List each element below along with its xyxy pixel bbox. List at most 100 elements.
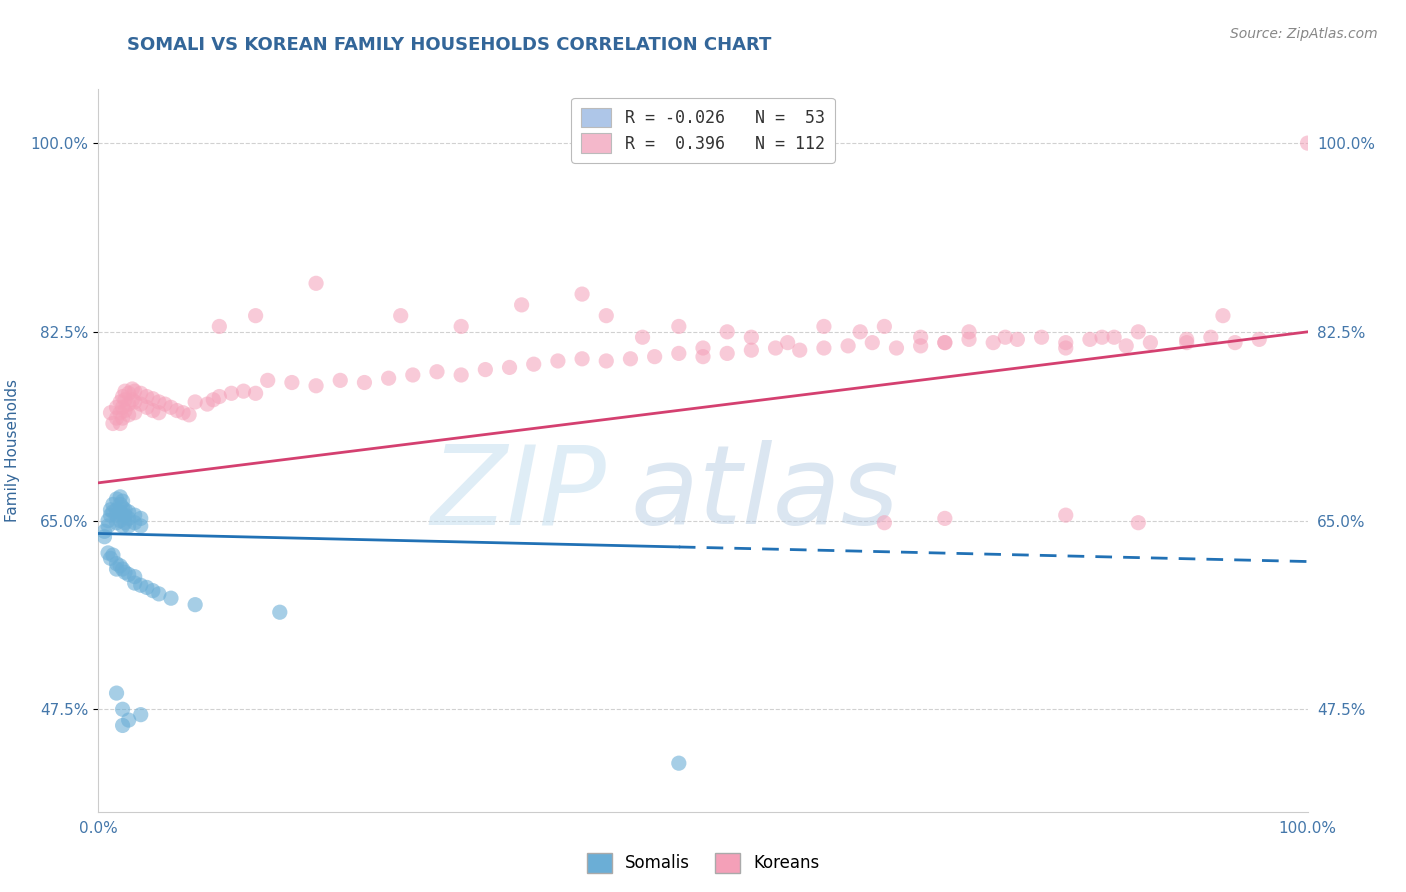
Point: [118, 511, 141, 525]
Point: [377, 371, 399, 385]
Point: [1128, 516, 1150, 530]
Text: ZIP: ZIP: [430, 441, 606, 548]
Point: [118, 408, 141, 422]
Point: [101, 417, 124, 431]
Point: [692, 341, 714, 355]
Point: [111, 494, 134, 508]
Point: [105, 411, 128, 425]
Point: [1054, 335, 1077, 350]
Point: [873, 516, 896, 530]
Point: [124, 406, 146, 420]
Point: [934, 335, 956, 350]
Point: [118, 567, 141, 582]
Point: [692, 350, 714, 364]
Point: [245, 386, 267, 401]
Point: [1212, 309, 1234, 323]
Point: [111, 718, 134, 732]
Point: [148, 587, 170, 601]
Point: [934, 511, 956, 525]
Point: [1102, 330, 1125, 344]
Point: [142, 392, 165, 406]
Point: [105, 516, 128, 530]
Point: [245, 309, 267, 323]
Point: [118, 713, 141, 727]
Point: [172, 406, 194, 420]
Point: [668, 756, 690, 771]
Point: [184, 395, 207, 409]
Point: [329, 373, 352, 387]
Point: [450, 368, 472, 382]
Point: [523, 357, 546, 371]
Point: [232, 384, 254, 399]
Point: [1199, 330, 1222, 344]
Point: [1139, 335, 1161, 350]
Point: [166, 403, 188, 417]
Point: [1175, 335, 1198, 350]
Point: [118, 386, 141, 401]
Point: [101, 548, 124, 562]
Point: [105, 508, 128, 523]
Point: [221, 386, 243, 401]
Point: [111, 508, 134, 523]
Point: [129, 386, 152, 401]
Point: [105, 502, 128, 516]
Point: [547, 354, 569, 368]
Point: [981, 335, 1004, 350]
Point: [124, 384, 146, 399]
Point: [118, 505, 141, 519]
Point: [148, 395, 170, 409]
Point: [208, 319, 231, 334]
Point: [114, 502, 136, 516]
Point: [1296, 136, 1319, 150]
Point: [124, 395, 146, 409]
Point: [100, 406, 122, 420]
Point: [93, 530, 115, 544]
Point: [1054, 341, 1077, 355]
Point: [498, 360, 520, 375]
Point: [571, 351, 593, 366]
Point: [129, 707, 152, 722]
Point: [111, 401, 134, 415]
Point: [118, 519, 141, 533]
Point: [668, 346, 690, 360]
Point: [108, 505, 131, 519]
Point: [644, 350, 666, 364]
Point: [860, 335, 883, 350]
Text: atlas: atlas: [630, 441, 898, 548]
Point: [281, 376, 304, 390]
Point: [631, 330, 654, 344]
Point: [510, 298, 533, 312]
Point: [142, 403, 165, 417]
Point: [813, 319, 835, 334]
Point: [402, 368, 425, 382]
Point: [108, 395, 131, 409]
Point: [108, 497, 131, 511]
Point: [160, 591, 183, 606]
Point: [353, 376, 375, 390]
Point: [121, 382, 143, 396]
Point: [118, 397, 141, 411]
Point: [994, 330, 1017, 344]
Point: [813, 341, 835, 355]
Point: [160, 401, 183, 415]
Point: [595, 354, 617, 368]
Point: [114, 403, 136, 417]
Point: [114, 508, 136, 523]
Point: [129, 397, 152, 411]
Point: [105, 686, 128, 700]
Legend: Somalis, Koreans: Somalis, Koreans: [579, 847, 827, 880]
Point: [100, 551, 122, 566]
Point: [1128, 325, 1150, 339]
Point: [957, 325, 980, 339]
Point: [269, 605, 291, 619]
Point: [1054, 508, 1077, 523]
Point: [108, 417, 131, 431]
Point: [789, 343, 811, 358]
Legend: R = -0.026   N =  53, R =  0.396   N = 112: R = -0.026 N = 53, R = 0.396 N = 112: [571, 97, 835, 162]
Point: [129, 519, 152, 533]
Point: [389, 309, 412, 323]
Point: [97, 519, 120, 533]
Point: [100, 508, 122, 523]
Point: [305, 378, 328, 392]
Point: [837, 339, 859, 353]
